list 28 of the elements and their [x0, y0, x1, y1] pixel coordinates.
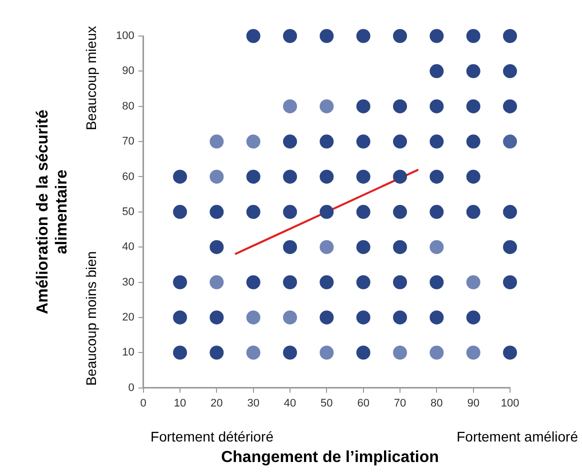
y-tick-label: 50 — [122, 206, 134, 218]
text: Fortement amélioré — [456, 428, 578, 445]
x-tick-label: 20 — [210, 397, 223, 410]
x-tick-label: 80 — [430, 397, 443, 410]
y-tick-label: 10 — [122, 346, 134, 359]
y-axis-title: Amélioration de la sécurité alimentaire — [34, 110, 70, 314]
x-tick-label: 100 — [500, 397, 520, 410]
y-tick-label: 60 — [122, 170, 134, 183]
y-tick-label: 70 — [122, 136, 134, 148]
text: Fortement détérioré — [150, 428, 274, 445]
text: Beaucoup mieux — [82, 26, 99, 130]
x-tick-label: 40 — [284, 397, 296, 410]
y-tick-label: 20 — [122, 311, 134, 324]
x-tick-label: 70 — [394, 397, 406, 410]
y-tick-label: 40 — [122, 241, 134, 254]
y-tick-label: 0 — [128, 382, 134, 394]
text: Beaucoup moins bien — [82, 251, 99, 386]
y-tick-label: 100 — [116, 30, 134, 42]
x-tick-label: 30 — [247, 397, 260, 410]
x-tick-label: 90 — [467, 397, 480, 410]
y-tick-label: 30 — [122, 276, 134, 288]
y-tick-label: 80 — [122, 100, 134, 112]
x-tick-label: 0 — [140, 397, 146, 410]
y-tick-label: 90 — [122, 65, 134, 78]
x-tick-label: 60 — [357, 397, 370, 410]
x-tick-label: 10 — [174, 397, 186, 410]
x-axis-title: Changement de l’implication — [221, 449, 439, 466]
x-tick-label: 50 — [320, 397, 333, 410]
